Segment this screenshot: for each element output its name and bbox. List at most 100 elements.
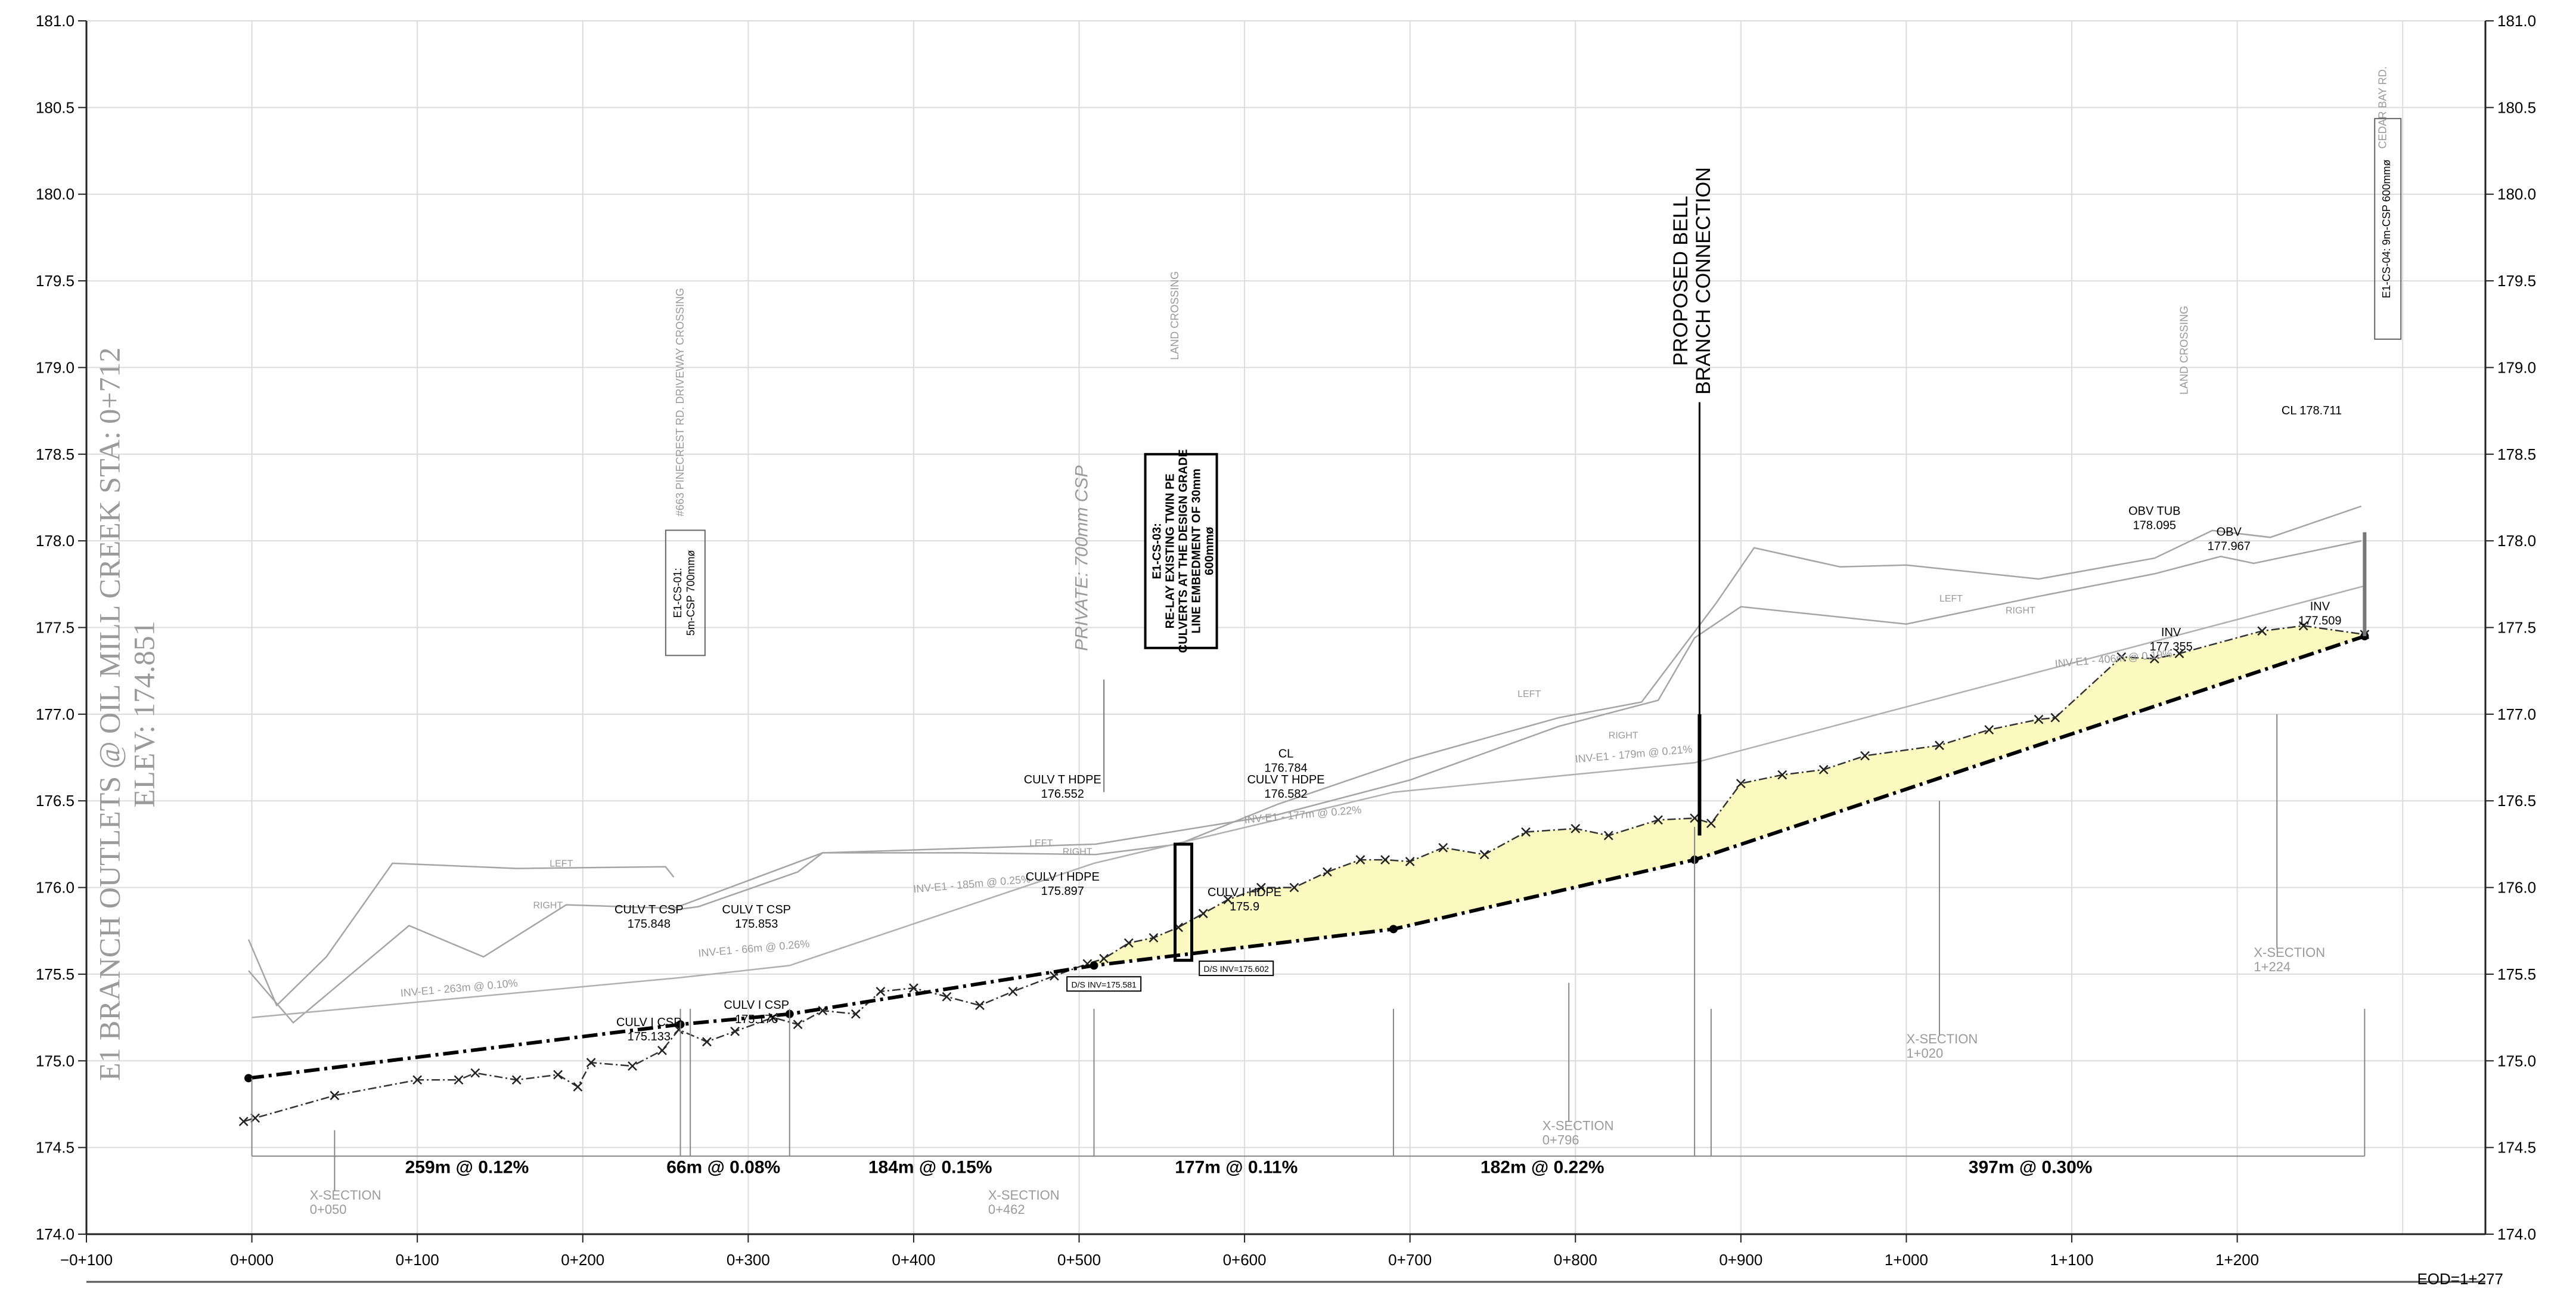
y-tick-label-right: 180.5 [2497, 98, 2536, 116]
elevation-callout: CULV T CSP [722, 903, 791, 916]
inv-box [1066, 976, 1142, 992]
x-tick-label: 0+900 [1719, 1251, 1762, 1269]
bank-label: LEFT [550, 859, 573, 869]
design-invert-line [248, 634, 2366, 1080]
y-tick-label-right: 178.0 [2497, 532, 2536, 550]
x-tick-label: 1+100 [2050, 1251, 2094, 1269]
x-tick-label: 0+400 [892, 1251, 935, 1269]
elevation-callout: INV [2310, 600, 2330, 613]
ground-point [1777, 770, 1787, 780]
cs03-text: RE-LAY EXISTING TWIN PE [1164, 473, 1177, 628]
bank-label: LEFT [1029, 838, 1053, 848]
ground-point [1736, 779, 1746, 789]
y-tick-label-right: 177.5 [2497, 619, 2536, 637]
y-tick-label-right: 174.0 [2497, 1225, 2536, 1243]
crossing-label: LAND CROSSING [2178, 306, 2190, 395]
elevation-callout: 176.552 [1041, 788, 1084, 801]
x-tick-label: 1+200 [2215, 1251, 2259, 1269]
left-bank-line [247, 862, 675, 1007]
y-tick-label-left: 180.5 [36, 98, 75, 116]
ground-point [1008, 987, 1018, 996]
grid [86, 20, 2485, 1235]
ground-point [702, 1037, 712, 1047]
cut-fill-area [1087, 625, 2365, 966]
y-tick-label-right: 177.0 [2497, 705, 2536, 723]
y-tick-label-left: 176.5 [36, 792, 75, 810]
elevation-callout: CULV T HDPE [1024, 773, 1101, 786]
elevation-callout: 176.582 [1264, 788, 1307, 801]
y-tick-label-right: 180.0 [2497, 185, 2536, 203]
ground-point [876, 987, 886, 996]
segment-label: 177m @ 0.11% [1175, 1158, 1298, 1178]
x-section-label: 0+462 [988, 1202, 1025, 1217]
crossing-label: LAND CROSSING [1169, 271, 1181, 360]
y-tick-label-left: 179.5 [36, 272, 75, 290]
ground-point [1603, 831, 1613, 841]
x-tick-label: 0+800 [1554, 1251, 1597, 1269]
ground-point [238, 1117, 249, 1126]
right-bank-line [248, 540, 2362, 1024]
ground-point [1571, 823, 1581, 834]
ground-point [412, 1075, 423, 1085]
cs03-text: 600mmø [1203, 526, 1216, 575]
ground-point [330, 1090, 340, 1101]
profile-lines [238, 505, 2370, 1157]
ground-point [2257, 626, 2267, 636]
invert-slope-label: INV-E1 - 185m @ 0.25% [913, 873, 1031, 895]
ground-point [657, 1045, 667, 1055]
ground-point [1935, 741, 1944, 751]
ground-point [1818, 765, 1829, 774]
y-tick-label-left: 180.0 [36, 185, 75, 203]
elevation-callout: CL [1278, 748, 1294, 761]
private-culvert-label: PRIVATE: 700mm CSP [1072, 466, 1091, 651]
x-tick-label: 0+500 [1057, 1251, 1101, 1269]
y-tick-label-right: 175.0 [2497, 1052, 2536, 1070]
y-tick-label-right: 179.0 [2497, 358, 2536, 376]
bank-label: RIGHT [1063, 847, 1093, 857]
boxed-label-frame [665, 529, 706, 656]
eod-label: EOD=1+277 [2417, 1270, 2503, 1288]
elevation-callout: 178.095 [2133, 519, 2176, 532]
drawing-title: ELEV: 174.851 [128, 621, 161, 807]
boxed-label-text: E1-CS-01: [672, 568, 684, 618]
segment-label: 184m @ 0.15% [868, 1158, 992, 1178]
bank-label: RIGHT [533, 900, 563, 910]
x-tick-label: 0+300 [727, 1251, 770, 1269]
ground-point [2050, 712, 2060, 723]
elevation-callout: 177.509 [2298, 614, 2341, 627]
boxed-label-text: 5m-CSP 700mmø [685, 550, 697, 636]
connection-label: BRANCH CONNECTION [1692, 167, 1715, 395]
ground-point [511, 1075, 522, 1085]
elevation-callout: 175.897 [1041, 885, 1084, 898]
elevation-callout: 175.848 [628, 918, 671, 931]
y-tick-label-left: 177.0 [36, 705, 75, 723]
culvert-section [1174, 842, 1194, 962]
y-tick-label-right: 179.5 [2497, 272, 2536, 290]
axes: 174.0 174.0 174.5 174.5 175.0 175.0 175.5 175.5… [36, 12, 2536, 1288]
ground-point [586, 1058, 596, 1068]
elevation-callout: 175.9 [1230, 900, 1259, 913]
ground-point [1099, 953, 1109, 963]
ground-point [1323, 867, 1332, 877]
ground-point [628, 1061, 637, 1071]
inv-box [1199, 961, 1274, 977]
x-section-label: X-SECTION [2254, 945, 2325, 960]
boxed-label-frame [2374, 117, 2402, 340]
x-section-label: 0+050 [310, 1202, 347, 1217]
cs03-text: LINE EMBEDMENT OF 30mm [1190, 469, 1203, 634]
y-tick-label-right: 178.5 [2497, 445, 2536, 463]
ground-point [470, 1068, 480, 1078]
y-tick-label-right: 176.5 [2497, 792, 2536, 810]
crossing-label: CEDAR BAY RD. [2376, 66, 2388, 148]
y-tick-label-left: 179.0 [36, 358, 75, 376]
y-tick-label-left: 181.0 [36, 12, 75, 30]
elevation-callout: CULV T CSP [614, 903, 684, 916]
x-section-label: X-SECTION [1543, 1119, 1614, 1133]
x-tick-label: −0+100 [60, 1251, 113, 1269]
y-tick-label-right: 174.5 [2497, 1139, 2536, 1157]
ground-point [1123, 938, 1134, 948]
elevation-callout: OBV TUB [2128, 505, 2180, 518]
y-tick-label-left: 178.0 [36, 532, 75, 550]
ground-point [851, 1009, 861, 1019]
y-tick-label-left: 175.5 [36, 965, 75, 983]
